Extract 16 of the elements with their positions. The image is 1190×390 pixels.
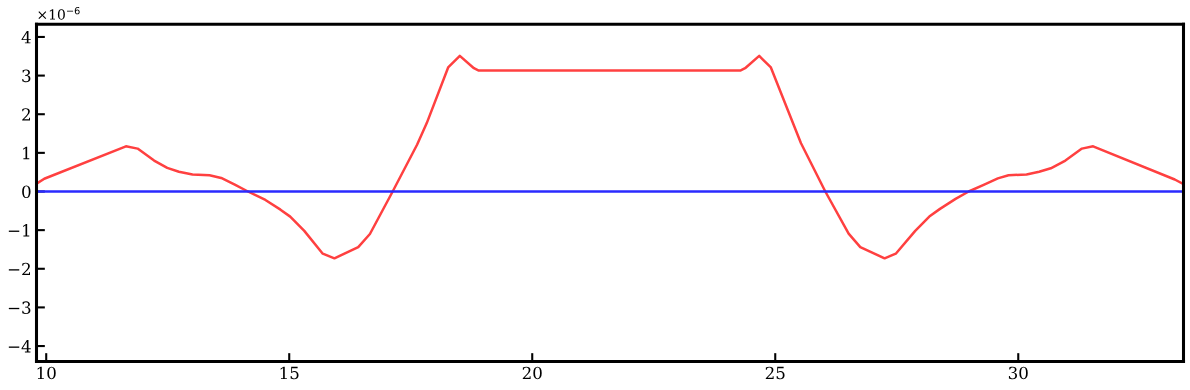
line-series xyxy=(36,54,1184,260)
x-tick-label: 15 xyxy=(280,366,299,380)
x-tick-label: 20 xyxy=(522,366,542,380)
y-tick-label: 4 xyxy=(21,30,31,44)
y-tick-label: 2 xyxy=(22,108,30,121)
text: ×10$^{−6}$ xyxy=(38,6,80,20)
x-tick-label: 10 xyxy=(37,366,56,380)
x-tick-label: 25 xyxy=(765,366,785,380)
y-tick-label: −2 xyxy=(8,262,30,276)
y-tick-label: −3 xyxy=(8,301,31,314)
y-tick-label: 0 xyxy=(22,185,31,199)
y-tick-label: 3 xyxy=(22,69,31,83)
y-tick-label: −4 xyxy=(8,340,31,353)
y-tick-label: 1 xyxy=(23,146,30,160)
x-tick-label: 30 xyxy=(1008,366,1028,380)
y-tick-label: −1 xyxy=(8,224,30,237)
